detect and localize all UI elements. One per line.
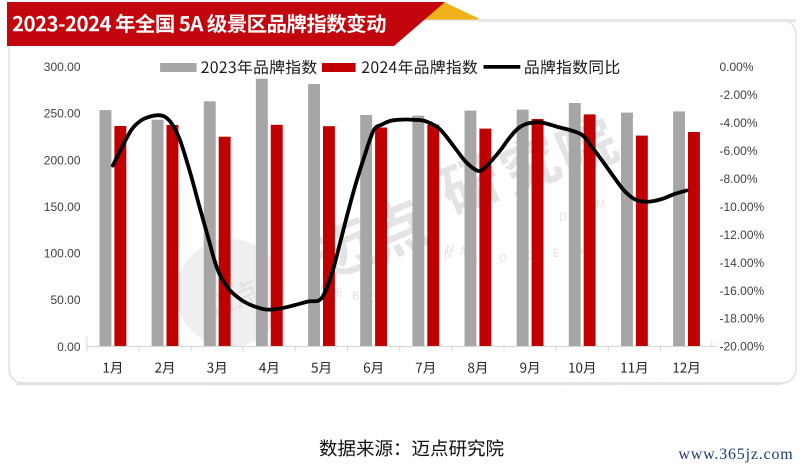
svg-text:www.365jz.com: www.365jz.com — [678, 446, 793, 463]
svg-text:150.00: 150.00 — [44, 200, 81, 214]
svg-text:-2.00%: -2.00% — [720, 88, 758, 102]
svg-text:250.00: 250.00 — [44, 107, 81, 121]
svg-text:0.00%: 0.00% — [720, 60, 754, 74]
svg-text:50.00: 50.00 — [50, 293, 80, 307]
svg-text:-16.00%: -16.00% — [720, 284, 765, 298]
svg-text:-12.00%: -12.00% — [720, 228, 765, 242]
svg-text:-8.00%: -8.00% — [720, 172, 758, 186]
svg-text:-6.00%: -6.00% — [720, 144, 758, 158]
svg-text:-20.00%: -20.00% — [720, 340, 765, 354]
svg-text:-14.00%: -14.00% — [720, 256, 765, 270]
svg-text:0.00: 0.00 — [57, 340, 81, 354]
svg-text:200.00: 200.00 — [44, 153, 81, 167]
svg-text:-10.00%: -10.00% — [720, 200, 765, 214]
svg-text:-18.00%: -18.00% — [720, 312, 765, 326]
svg-text:-4.00%: -4.00% — [720, 116, 758, 130]
svg-text:100.00: 100.00 — [44, 247, 81, 261]
svg-text:300.00: 300.00 — [44, 60, 81, 74]
